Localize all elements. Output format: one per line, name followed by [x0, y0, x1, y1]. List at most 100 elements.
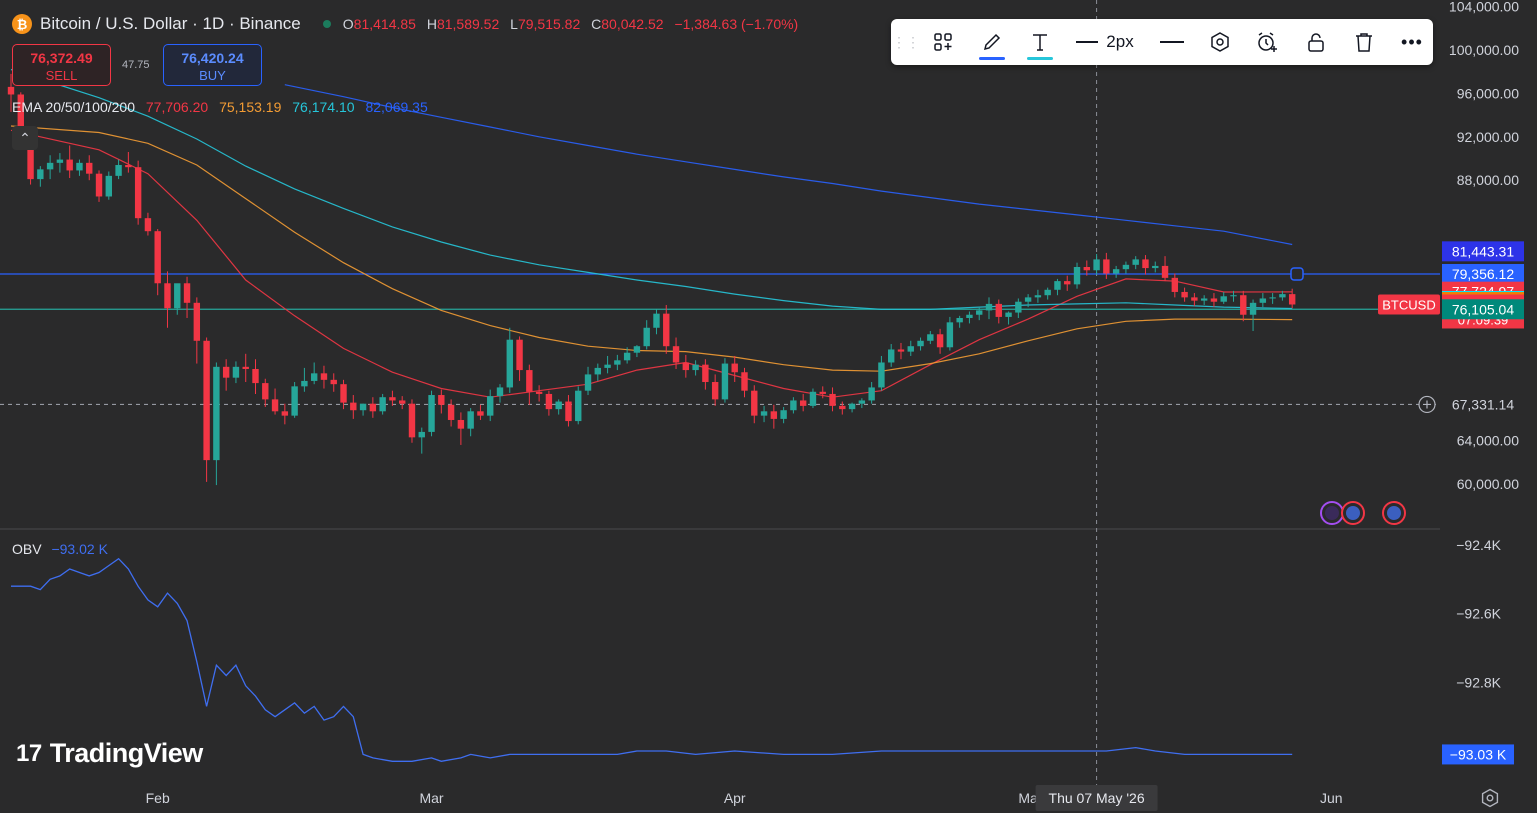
- price-tag-bg: [1442, 241, 1524, 262]
- candle: [1122, 261, 1130, 274]
- candle: [623, 347, 631, 364]
- candle-body: [917, 340, 924, 347]
- candle: [839, 401, 846, 415]
- candle-body: [369, 403, 377, 412]
- line-style-icon: [1076, 41, 1099, 43]
- candle-body: [751, 390, 758, 416]
- candle: [1142, 255, 1149, 275]
- line-width-button[interactable]: 2px: [1073, 27, 1137, 57]
- tradingview-mark-icon: 17: [16, 739, 42, 767]
- collapse-legend-button[interactable]: ⌃: [12, 126, 38, 150]
- candle-body: [1093, 259, 1100, 271]
- candle: [976, 307, 983, 321]
- close-value: 80,042.52: [601, 16, 664, 32]
- candle-body: [154, 231, 161, 284]
- candle-body: [858, 400, 866, 404]
- candle-body: [76, 162, 83, 171]
- event-icon-fill: [1325, 506, 1339, 520]
- trash-icon[interactable]: [1349, 27, 1379, 57]
- lock-icon[interactable]: [1301, 27, 1331, 57]
- candle: [985, 297, 993, 320]
- candle: [878, 355, 885, 391]
- price-tick-label: 88,000.00: [1457, 172, 1519, 188]
- text-icon[interactable]: [1025, 27, 1055, 60]
- alert-icon[interactable]: [1253, 27, 1283, 57]
- candle: [643, 320, 650, 350]
- candle: [1200, 295, 1208, 305]
- candle-body: [1269, 297, 1276, 299]
- candle: [663, 304, 670, 354]
- candle-body: [1249, 302, 1257, 315]
- candle: [1073, 262, 1081, 289]
- price-tag-label: 67,331.14: [1452, 396, 1514, 412]
- obv-legend[interactable]: OBV −93.02 K: [12, 541, 108, 557]
- candle-body: [262, 383, 269, 400]
- pencil-icon[interactable]: [977, 27, 1007, 60]
- candle-body: [487, 396, 494, 416]
- candle-body: [819, 391, 826, 394]
- candle-body: [535, 391, 543, 394]
- candle-body: [711, 382, 719, 400]
- sell-button[interactable]: 76,372.49 SELL: [12, 44, 111, 86]
- candle: [301, 367, 308, 392]
- candle: [66, 145, 73, 179]
- candle: [1112, 265, 1120, 278]
- high-key: H: [426, 16, 437, 32]
- price-tick-label: 96,000.00: [1457, 85, 1519, 101]
- candle: [760, 405, 768, 423]
- candle-body: [936, 334, 944, 348]
- crosshair-date-label: Thu 07 May '26: [1049, 790, 1145, 806]
- drag-handle-icon[interactable]: ⋮⋮: [892, 33, 920, 50]
- low-key: L: [510, 16, 518, 32]
- candle-body: [232, 366, 240, 378]
- templates-icon[interactable]: [929, 27, 959, 57]
- price-tick-label: 104,000.00: [1449, 0, 1519, 15]
- candle: [790, 397, 797, 414]
- buy-button[interactable]: 76,420.24 BUY: [163, 44, 262, 86]
- chart-settings-icon[interactable]: [1479, 788, 1501, 810]
- obv-label: OBV: [12, 541, 42, 557]
- candle-body: [663, 313, 670, 347]
- ema-line-2: [10, 68, 1293, 310]
- candle-body: [1240, 295, 1247, 315]
- candle-body: [721, 363, 729, 400]
- settings-icon[interactable]: [1205, 27, 1235, 57]
- time-tick-label: Jun: [1320, 790, 1343, 806]
- candle-body: [125, 165, 132, 168]
- candle-body: [418, 431, 425, 438]
- ema-legend[interactable]: EMA 20/50/100/200 77,706.20 75,153.19 76…: [12, 99, 435, 115]
- candle: [1161, 256, 1169, 282]
- candle-body: [1132, 259, 1139, 265]
- symbol-title[interactable]: Bitcoin / U.S. Dollar · 1D · Binance: [40, 14, 301, 33]
- candle: [350, 395, 357, 419]
- price-tick-label: 100,000.00: [1449, 42, 1519, 58]
- candle: [917, 337, 924, 351]
- candle: [829, 387, 836, 412]
- candle: [496, 384, 504, 403]
- candle-body: [252, 368, 259, 384]
- more-icon[interactable]: •••: [1401, 31, 1423, 52]
- candle: [711, 374, 719, 406]
- candle-body: [594, 367, 601, 375]
- candle: [193, 297, 201, 364]
- tradingview-logo[interactable]: 17 TradingView: [16, 738, 203, 769]
- candle-body: [780, 410, 787, 419]
- candle: [848, 402, 856, 413]
- candle-body: [868, 387, 875, 401]
- candle-body: [174, 283, 181, 309]
- line-solid-icon[interactable]: [1157, 27, 1187, 57]
- candle: [956, 315, 963, 328]
- ema-20-value: 77,706.20: [145, 99, 209, 115]
- ema-line-0: [10, 129, 1293, 398]
- candle-body: [1152, 265, 1159, 269]
- candle-body: [526, 370, 533, 392]
- candle: [1132, 256, 1139, 270]
- obv-tick-label: −92.4K: [1456, 537, 1501, 553]
- candle-body: [1161, 265, 1169, 278]
- symbol-header[interactable]: ₿ Bitcoin / U.S. Dollar · 1D · Binance O…: [12, 14, 805, 34]
- price-tag: 67,331.14: [1442, 394, 1524, 415]
- candle: [1220, 291, 1227, 304]
- candle: [134, 160, 142, 225]
- candle: [115, 159, 122, 180]
